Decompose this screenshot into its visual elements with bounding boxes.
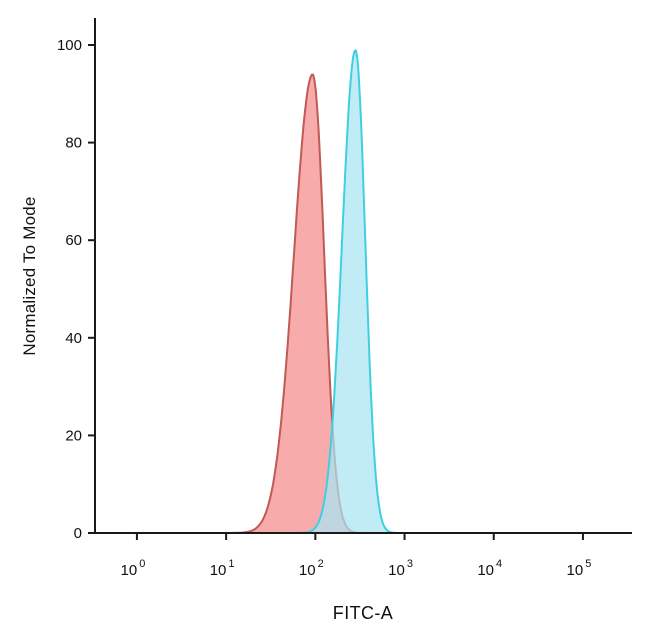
y-tick-label: 60 xyxy=(65,232,82,249)
x-tick-label: 10 1 xyxy=(210,558,235,579)
y-tick-label: 40 xyxy=(65,330,82,347)
x-tick-label: 10 2 xyxy=(299,558,324,579)
x-tick-label: 10 4 xyxy=(477,558,502,579)
x-tick-label: 10 5 xyxy=(567,558,592,579)
y-tick-label: 80 xyxy=(65,135,82,152)
x-tick-label: 10 0 xyxy=(121,558,146,579)
y-tick-label: 0 xyxy=(74,525,82,542)
x-tick-label: 10 3 xyxy=(388,558,413,579)
cyan-stained-peak-area xyxy=(95,50,632,534)
y-tick-label: 100 xyxy=(57,37,82,54)
x-axis-label: FITC-A xyxy=(332,603,394,623)
y-axis-label: Normalized To Mode xyxy=(20,196,39,356)
y-tick-label: 20 xyxy=(65,427,82,444)
